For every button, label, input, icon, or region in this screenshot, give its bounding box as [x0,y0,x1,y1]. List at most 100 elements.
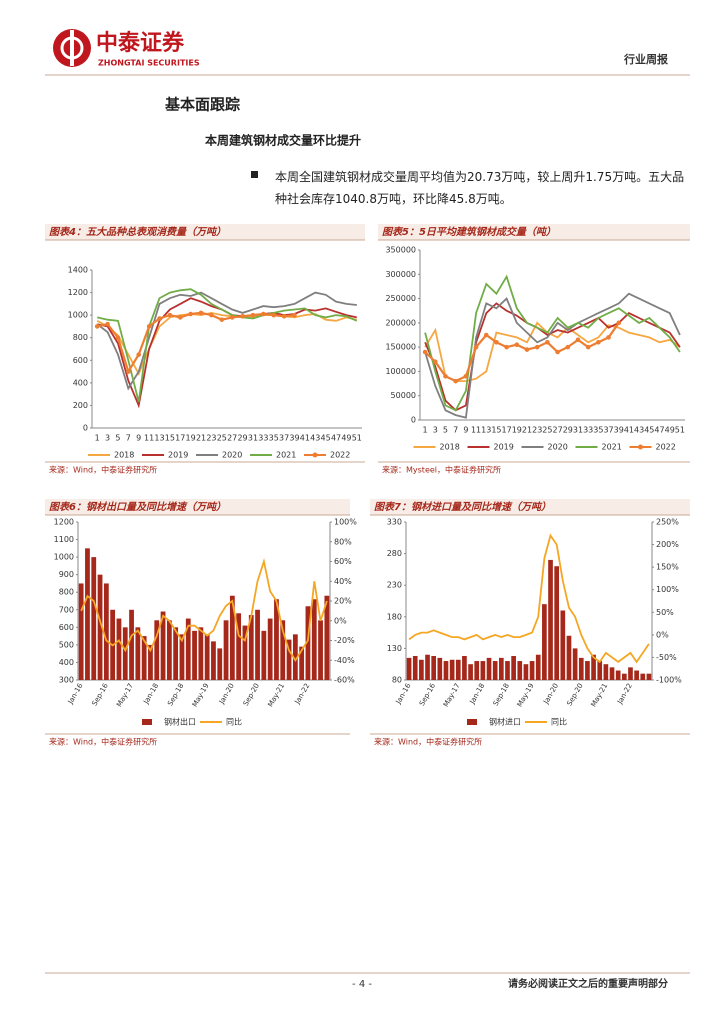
y2-tick-label: -40% [334,656,355,665]
bar [198,627,204,680]
point [443,373,448,379]
y-tick-label: 600 [59,623,74,632]
x-tick-label: 41 [300,434,310,443]
x-tick-label: 25 [217,434,227,443]
point [422,349,428,355]
series-line [424,274,681,412]
bar [185,618,191,680]
x-tick-label: 27 [227,434,237,443]
x-tick-label: 5 [443,426,448,435]
point [271,312,277,318]
x-tick-label: 47 [331,434,341,443]
point [146,324,152,329]
legend-label: 2022 [330,451,350,460]
legend-swatch [467,719,477,725]
bullet-mark [251,171,258,178]
y-tick-label: 230 [387,581,402,590]
y2-tick-label: 0% [334,616,347,625]
bar [535,654,541,680]
x-tick-label: Sep-20 [565,682,584,707]
x-tick-label: 51 [352,434,362,443]
bar [634,670,639,680]
x-tick-label: 23 [206,434,216,443]
bar [204,634,210,680]
y-tick-label: 600 [73,356,88,365]
bar [267,618,273,680]
x-tick-label: 49 [665,426,675,435]
bar [603,664,609,680]
y2-tick-label: 50% [656,608,674,617]
page-number: - 4 - [352,979,372,990]
legend-label: 2020 [548,443,568,452]
bar [217,648,223,680]
y2-tick-label: 150% [656,563,679,572]
y2-tick-label: 250% [656,518,679,527]
series-line [96,311,357,376]
x-tick-label: 7 [453,426,458,435]
source: 来源：Mysteel，中泰证券研究所 [382,465,501,475]
bar [236,613,242,680]
y-tick-label: 400 [59,658,74,667]
point [453,378,458,384]
x-tick-label: 33 [583,426,593,435]
legend-label: 同比 [226,717,242,727]
x-tick-label: May-17 [442,682,462,708]
bar [597,661,603,680]
x-tick-label: Sep-18 [492,682,511,707]
point [136,352,142,357]
x-tick-label: 9 [136,434,141,443]
x-tick-label: 43 [310,434,320,443]
y-tick-label: 200 [73,401,88,410]
y-tick-label: 50000 [391,391,416,400]
legend-label: 2018 [440,443,460,452]
bar [468,664,473,680]
y2-tick-label: -60% [334,676,355,685]
point [126,369,131,374]
point [504,344,509,350]
legend-label: 2022 [656,443,676,452]
point [157,316,162,321]
point [188,311,193,317]
x-tick-label: 49 [341,434,351,443]
legend-label: 钢材出口 [164,717,196,727]
bar [437,657,443,680]
y-tick-label: 130 [387,644,402,653]
legend-label: 2020 [222,451,242,460]
point [616,320,622,326]
y-tick-label: 1200 [54,518,74,527]
bar [628,667,633,680]
x-tick-label: 37 [603,426,613,435]
bar [97,574,103,680]
point [463,373,469,379]
point [565,344,571,350]
series-line [424,322,620,383]
bar [179,634,185,680]
chart-title: 图表5：5日平均建筑钢材成交量（吨） [382,226,556,238]
x-tick-label: 13 [154,434,164,443]
bar [431,655,437,680]
x-tick-label: Sep-18 [166,682,185,707]
y-tick-label: 280 [387,549,402,558]
x-tick-label: 1 [95,434,100,443]
x-tick-label: May-17 [115,682,135,708]
bar [609,667,615,680]
point [494,339,499,345]
bar [173,627,179,680]
bar [286,639,292,680]
bar [261,630,267,680]
bar [255,609,260,680]
bar [578,657,584,680]
bar [486,657,492,680]
source: 来源：Wind，中泰证券研究所 [49,465,157,475]
bar [211,641,216,680]
section-title: 基本面跟踪 [164,96,240,114]
bar [621,673,627,680]
y-tick-label: 350000 [385,246,416,255]
x-tick-label: 35 [269,434,279,443]
bar [566,635,572,680]
x-tick-label: 3 [433,426,438,435]
y-tick-label: 1200 [68,288,88,297]
point [473,344,479,350]
x-tick-label: 3 [105,434,110,443]
chart-title: 图表7：钢材进口量及同比增速（万吨） [374,501,551,513]
